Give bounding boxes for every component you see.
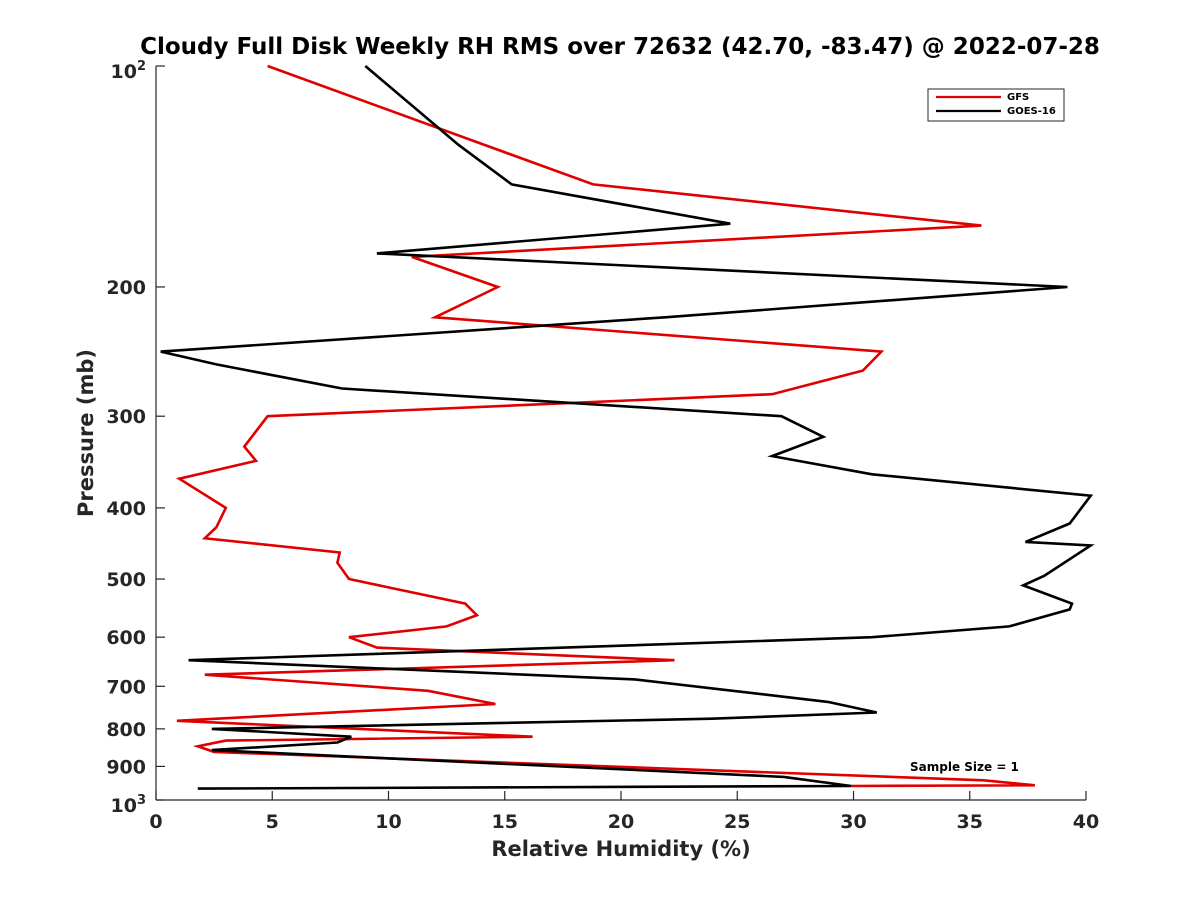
y-tick-label: 800: [106, 719, 146, 741]
x-tick-label: 25: [724, 811, 750, 833]
plot-area: [155, 66, 1086, 801]
y-tick-label: 500: [106, 569, 146, 591]
y-tick-label: 400: [106, 498, 146, 520]
y-axis-label: Pressure (mb): [74, 349, 98, 517]
x-tick-label: 40: [1073, 811, 1099, 833]
series-layer: [160, 64, 1095, 790]
sample-size-annotation: Sample Size = 1: [910, 760, 1019, 774]
series-line-goes16: [160, 65, 1095, 790]
y-tick-label: 300: [106, 406, 146, 428]
x-axis-ticks: 0 5 10 15 20 25 30 35 40: [149, 791, 1099, 833]
x-tick-label: 5: [266, 811, 279, 833]
x-tick-label: 0: [149, 811, 162, 833]
chart-title: Cloudy Full Disk Weekly RH RMS over 7263…: [140, 34, 1100, 60]
x-tick-label: 10: [375, 811, 401, 833]
legend-box: [927, 88, 1065, 122]
y-tick-label: 600: [106, 627, 146, 649]
x-tick-label: 20: [608, 811, 634, 833]
x-axis-label: Relative Humidity (%): [491, 837, 750, 861]
x-tick-label: 35: [957, 811, 983, 833]
legend: GFS GOES-16: [927, 88, 1065, 122]
legend-label-goes16: GOES-16: [1007, 106, 1056, 117]
y-axis-ticks: 102 200 300 400 500 600 700 800 900 103: [106, 59, 165, 817]
x-tick-label: 15: [492, 811, 518, 833]
y-tick-label: 200: [106, 277, 146, 299]
y-tick-label: 102: [111, 59, 147, 83]
y-tick-label: 103: [111, 793, 147, 817]
y-tick-label: 900: [106, 756, 146, 778]
series-line-gfs: [175, 64, 1035, 788]
y-tick-label: 700: [106, 676, 146, 698]
legend-label-gfs: GFS: [1007, 92, 1029, 103]
x-tick-label: 30: [840, 811, 866, 833]
